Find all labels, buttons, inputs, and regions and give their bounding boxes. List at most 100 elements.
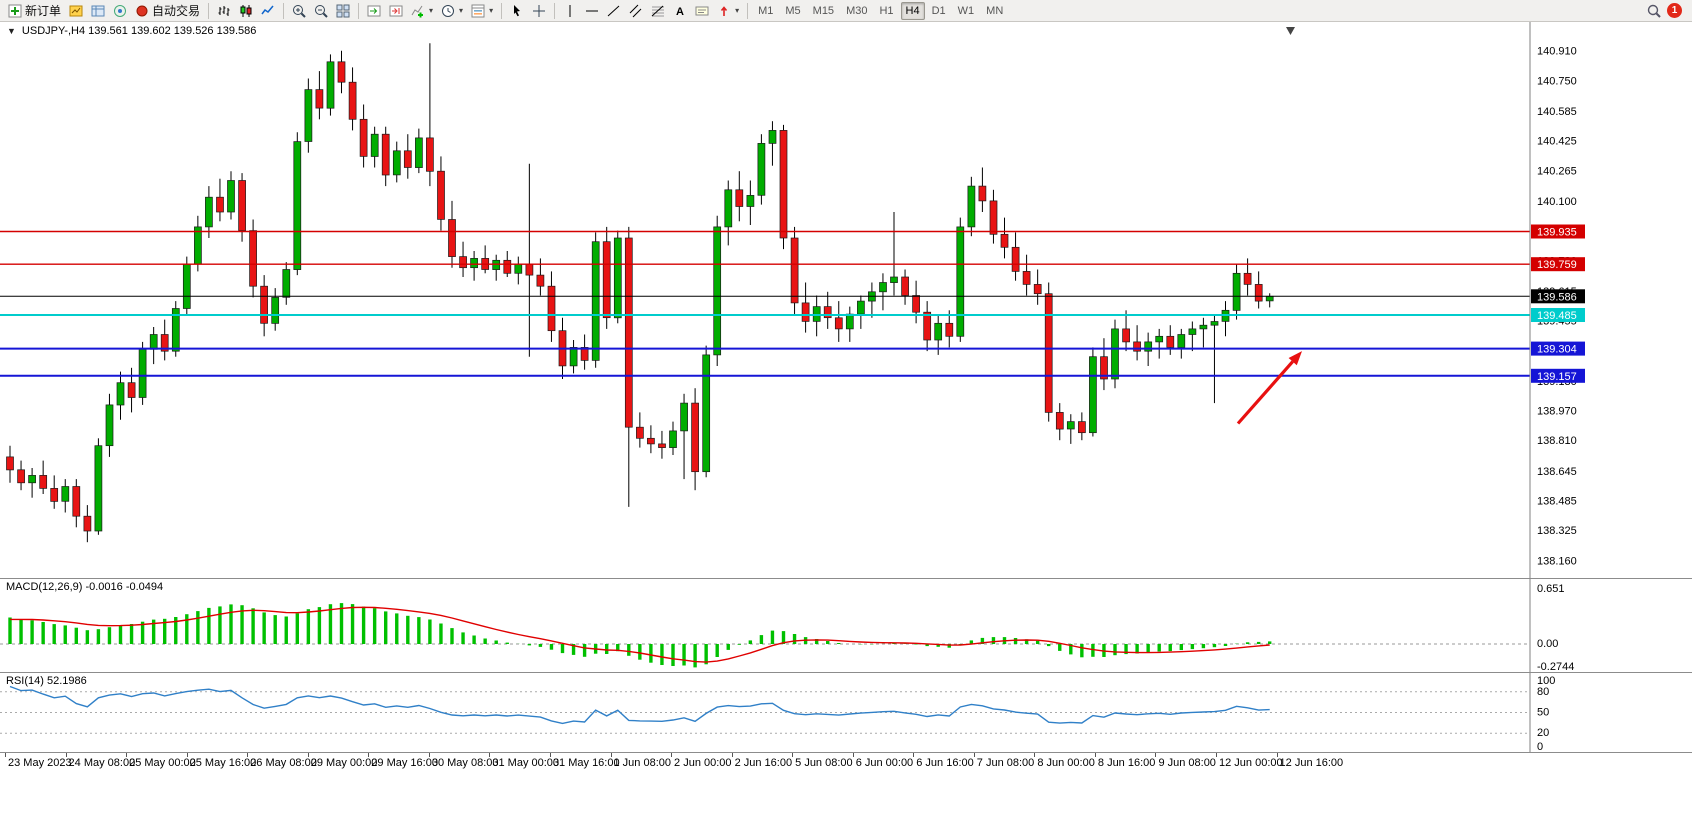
panel-separator[interactable] (0, 672, 1692, 673)
trendline-button[interactable] (603, 1, 625, 21)
time-tick (913, 753, 915, 757)
time-tick (610, 753, 612, 757)
notification-badge[interactable]: 1 (1667, 3, 1682, 18)
templates-button[interactable]: ▾ (467, 1, 497, 21)
time-tick (852, 753, 854, 757)
chart-window: 140.910 140.750 140.585 140.425 140.265 140.1… (0, 22, 1692, 578)
trendline-icon (607, 5, 620, 16)
text-icon: A (676, 6, 684, 18)
time-tick (428, 753, 430, 757)
time-axis[interactable]: 23 May 2023 24 May 08:00 25 May 00:00 25 Ma… (0, 752, 1692, 772)
search-icon (1647, 4, 1661, 18)
svg-text:A: A (676, 6, 684, 18)
chart-shift-button[interactable] (385, 1, 407, 21)
trend-arrow[interactable] (1236, 351, 1302, 425)
time-tick (973, 753, 975, 757)
tf-button-w1[interactable]: W1 (957, 4, 975, 17)
time-label: 30 May 08:00 (431, 757, 499, 769)
panel-separator[interactable] (0, 578, 1692, 579)
chevron-down-icon: ▾ (459, 6, 464, 15)
autotrading-icon (136, 5, 148, 16)
svg-text:138.485: 138.485 (1537, 495, 1577, 507)
macd-panel[interactable]: 0.651 0.00 -0.2744 (0, 579, 1692, 672)
svg-text:20: 20 (1537, 727, 1549, 739)
tf-button-m5[interactable]: M5 (785, 4, 801, 17)
time-tick (1094, 753, 1096, 757)
new-order-button-label: 新订单 (25, 4, 62, 18)
tf-button-h4[interactable]: H4 (900, 1, 925, 20)
chart-shift-marker (1286, 27, 1295, 35)
toolbar-separator (554, 2, 556, 19)
svg-text:140.910: 140.910 (1537, 46, 1577, 58)
line-chart-button[interactable] (257, 1, 279, 21)
time-label: 8 Jun 16:00 (1097, 757, 1156, 769)
one-click-trading-toggle[interactable]: ▼ (7, 26, 16, 36)
tf-button-m1[interactable]: M1 (758, 4, 774, 17)
svg-text:100: 100 (1537, 675, 1555, 687)
auto-scroll-button[interactable] (363, 1, 385, 21)
cursor-button[interactable] (506, 1, 528, 21)
tf-button-h1[interactable]: H1 (879, 4, 894, 17)
svg-text:139.157: 139.157 (1537, 371, 1577, 383)
time-tick (5, 753, 6, 757)
autotrading-button[interactable]: 自动交易 (131, 1, 204, 21)
tf-button-m15[interactable]: M15 (812, 4, 835, 17)
tf-button-d1[interactable]: D1 (931, 4, 946, 17)
svg-text:139.935: 139.935 (1537, 227, 1577, 239)
svg-text:140.425: 140.425 (1537, 136, 1577, 148)
candlestick-chart-button[interactable] (235, 1, 257, 21)
data-window-button[interactable] (87, 1, 109, 21)
bar-chart-button[interactable] (213, 1, 235, 21)
text-label-button[interactable] (691, 1, 713, 21)
toolbar-separator (358, 2, 360, 19)
navigator-button[interactable] (109, 1, 131, 21)
svg-text:139.759: 139.759 (1537, 259, 1577, 271)
periods-button[interactable]: ▾ (437, 1, 467, 21)
indicators-button[interactable]: ▾ (407, 1, 437, 21)
time-label: 1 Jun 08:00 (613, 757, 672, 769)
tile-windows-button[interactable] (332, 1, 354, 21)
price-tag-support-1: 139.304 (1531, 341, 1585, 356)
arrows-icon (720, 5, 728, 16)
svg-text:140.100: 140.100 (1537, 196, 1577, 208)
time-tick (1216, 753, 1217, 757)
market-watch-button[interactable] (65, 1, 87, 21)
text-label-icon (695, 6, 709, 15)
svg-text:140.265: 140.265 (1537, 165, 1577, 177)
chart-shift-icon (389, 5, 403, 16)
tf-button-m30[interactable]: M30 (846, 4, 868, 17)
vertical-line-button[interactable] (559, 1, 581, 21)
time-tick (731, 753, 733, 757)
time-label: 9 Jun 08:00 (1158, 757, 1216, 769)
fibonacci-button[interactable] (647, 1, 669, 21)
time-label: 31 May 16:00 (552, 757, 620, 769)
zoom-out-button[interactable] (310, 1, 332, 21)
time-tick (549, 753, 551, 757)
time-tick (247, 753, 249, 757)
toolbar-separator (208, 2, 210, 19)
arrows-button[interactable]: ▾ (713, 1, 743, 21)
bottom-area (0, 772, 1692, 838)
tile-windows-icon (336, 4, 350, 17)
time-tick (489, 753, 491, 757)
crosshair-button[interactable] (528, 1, 550, 21)
search-button[interactable] (1643, 1, 1665, 21)
fibonacci-icon (651, 5, 665, 16)
price-tag-current-price: 139.586 (1531, 289, 1585, 304)
tf-button-mn[interactable]: MN (986, 4, 1004, 17)
time-tick (368, 753, 370, 757)
auto-scroll-icon (367, 5, 381, 16)
equidistant-channel-button[interactable] (625, 1, 647, 21)
time-tick (671, 753, 673, 757)
text-button[interactable]: A (669, 1, 691, 21)
navigator-icon (114, 4, 127, 17)
price-tag-resistance-2: 139.759 (1531, 257, 1585, 272)
new-order-button[interactable]: 新订单 (4, 1, 65, 21)
horizontal-line-button[interactable] (581, 1, 603, 21)
chevron-down-icon: ▾ (735, 6, 740, 15)
zoom-in-button[interactable] (288, 1, 310, 21)
price-chart[interactable]: 140.910 140.750 140.585 140.425 140.265 140.1… (0, 22, 1692, 578)
time-label: 8 Jun 00:00 (1037, 757, 1095, 769)
time-tick (1276, 753, 1278, 757)
